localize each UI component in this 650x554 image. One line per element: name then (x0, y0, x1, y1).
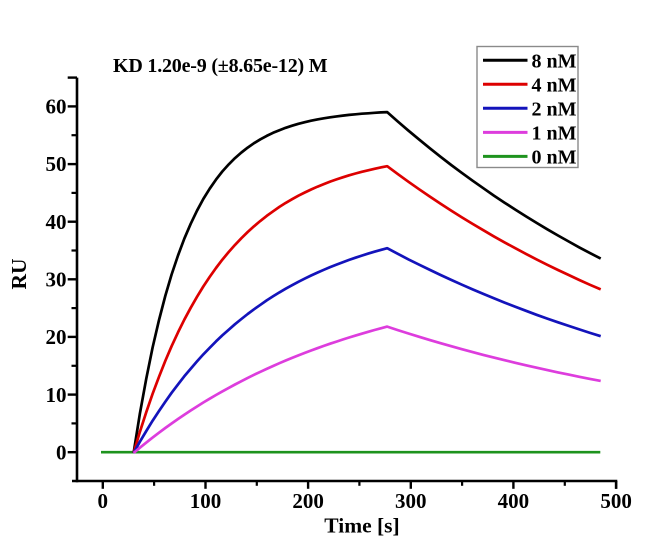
svg-text:100: 100 (190, 489, 222, 513)
svg-text:60: 60 (46, 95, 67, 119)
svg-text:200: 200 (292, 489, 324, 513)
svg-text:0: 0 (98, 489, 109, 513)
svg-text:50: 50 (46, 152, 67, 176)
svg-text:10: 10 (46, 383, 67, 407)
svg-text:300: 300 (395, 489, 427, 513)
svg-text:1 nM: 1 nM (532, 123, 577, 145)
svg-text:8 nM: 8 nM (532, 51, 577, 73)
svg-text:20: 20 (46, 325, 67, 349)
svg-text:500: 500 (600, 489, 632, 513)
svg-text:4 nM: 4 nM (532, 75, 577, 97)
svg-text:Time [s]: Time [s] (324, 514, 399, 538)
svg-text:RU: RU (7, 258, 31, 289)
svg-text:0: 0 (56, 440, 67, 464)
svg-text:30: 30 (46, 268, 67, 292)
svg-text:400: 400 (498, 489, 530, 513)
svg-text:40: 40 (46, 210, 67, 234)
svg-text:KD 1.20e-9 (±8.65e-12) M: KD 1.20e-9 (±8.65e-12) M (113, 55, 328, 77)
svg-text:0 nM: 0 nM (532, 147, 577, 169)
svg-text:2 nM: 2 nM (532, 99, 577, 121)
